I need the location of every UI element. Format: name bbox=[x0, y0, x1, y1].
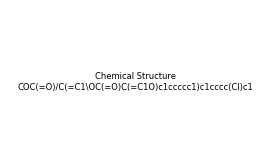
Text: Chemical Structure
COC(=O)/C(=C1\OC(=O)C(=C1O)c1ccccc1)c1cccc(Cl)c1: Chemical Structure COC(=O)/C(=C1\OC(=O)C… bbox=[18, 72, 253, 92]
